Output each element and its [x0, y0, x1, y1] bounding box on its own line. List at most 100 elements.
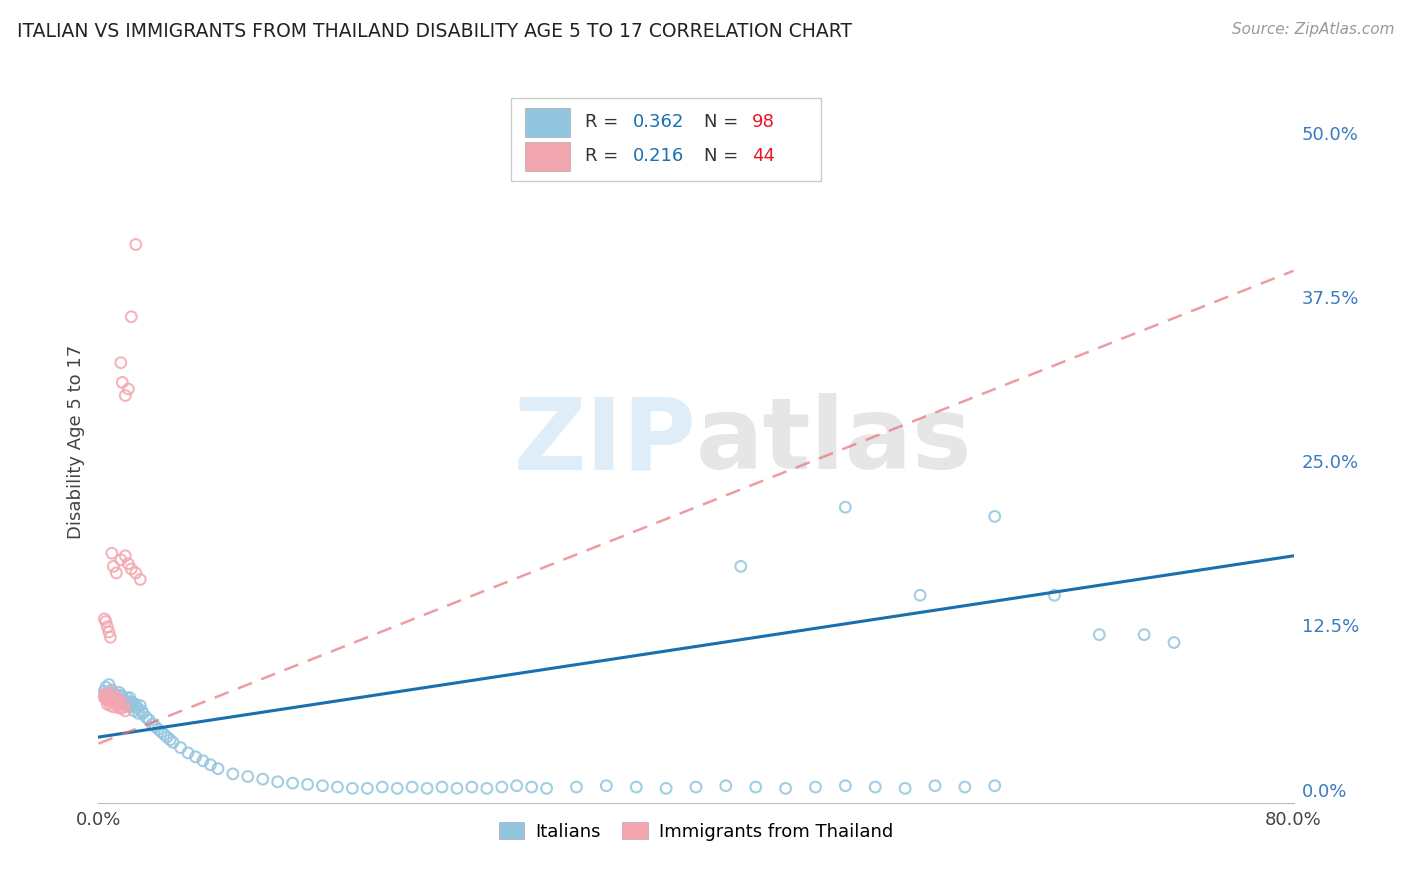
Point	[110, 690, 132, 704]
Point	[385, 781, 409, 796]
Point	[105, 696, 128, 710]
Point	[446, 781, 468, 796]
Point	[141, 717, 163, 731]
Point	[97, 693, 120, 707]
Point	[97, 625, 120, 640]
Point	[169, 740, 191, 755]
Point	[520, 780, 543, 794]
Point	[685, 780, 707, 794]
Point	[401, 780, 423, 794]
Point	[655, 781, 678, 796]
Point	[153, 727, 176, 741]
Point	[101, 685, 124, 699]
Point	[125, 698, 148, 712]
Point	[103, 559, 125, 574]
Point	[96, 620, 118, 634]
Text: atlas: atlas	[696, 393, 973, 490]
Point	[110, 553, 132, 567]
Point	[104, 690, 127, 704]
Point	[125, 566, 148, 580]
Point	[565, 780, 588, 794]
FancyBboxPatch shape	[510, 98, 821, 181]
Point	[101, 682, 124, 697]
Point	[371, 780, 394, 794]
Point	[124, 704, 146, 718]
Point	[127, 701, 149, 715]
Point	[121, 698, 143, 713]
Point	[112, 693, 135, 707]
Point	[114, 704, 136, 718]
Point	[267, 774, 290, 789]
Point	[626, 780, 648, 794]
Text: 98: 98	[752, 113, 775, 131]
Point	[114, 549, 136, 563]
Point	[191, 754, 214, 768]
Point	[108, 699, 131, 714]
Point	[120, 562, 142, 576]
Point	[132, 706, 155, 721]
Text: 0.362: 0.362	[633, 113, 683, 131]
Point	[834, 779, 856, 793]
Point	[114, 698, 136, 712]
Point	[135, 710, 157, 724]
Point	[461, 780, 484, 794]
Point	[114, 388, 136, 402]
Point	[143, 720, 166, 734]
Point	[101, 695, 124, 709]
Point	[1088, 627, 1111, 641]
Point	[112, 698, 135, 712]
Point	[98, 630, 122, 644]
Point	[107, 696, 129, 710]
Point	[475, 781, 498, 796]
Point	[984, 779, 1007, 793]
Point	[117, 557, 139, 571]
Point	[894, 781, 917, 796]
Point	[101, 546, 124, 560]
Point	[94, 687, 117, 701]
FancyBboxPatch shape	[524, 142, 571, 170]
Point	[128, 706, 150, 721]
Point	[356, 781, 378, 796]
Point	[745, 780, 768, 794]
Point	[430, 780, 453, 794]
Point	[111, 701, 134, 715]
Point	[94, 688, 117, 702]
Point	[96, 688, 118, 702]
Point	[117, 696, 139, 710]
Point	[103, 690, 125, 705]
Point	[104, 690, 127, 705]
Point	[207, 762, 229, 776]
Point	[129, 573, 152, 587]
Point	[865, 780, 887, 794]
Text: N =: N =	[704, 147, 744, 165]
Point	[297, 777, 319, 791]
Point	[730, 559, 752, 574]
Text: 0.216: 0.216	[633, 147, 683, 165]
Point	[107, 692, 129, 706]
Point	[281, 776, 304, 790]
Point	[118, 699, 141, 714]
Text: ITALIAN VS IMMIGRANTS FROM THAILAND DISABILITY AGE 5 TO 17 CORRELATION CHART: ITALIAN VS IMMIGRANTS FROM THAILAND DISA…	[17, 22, 852, 41]
Text: N =: N =	[704, 113, 744, 131]
Point	[98, 692, 122, 706]
Point	[150, 724, 173, 739]
Point	[97, 693, 120, 707]
Point	[156, 730, 179, 744]
Point	[222, 767, 245, 781]
Point	[311, 779, 333, 793]
Point	[984, 509, 1007, 524]
Point	[924, 779, 946, 793]
Point	[491, 780, 513, 794]
Point	[148, 723, 170, 737]
Point	[93, 690, 115, 705]
Point	[115, 690, 138, 705]
Point	[104, 693, 127, 707]
Point	[93, 612, 115, 626]
Point	[98, 698, 122, 713]
Point	[121, 696, 143, 710]
Point	[908, 588, 931, 602]
Point	[97, 688, 120, 702]
FancyBboxPatch shape	[524, 108, 571, 136]
Point	[96, 698, 118, 712]
Point	[159, 732, 181, 747]
